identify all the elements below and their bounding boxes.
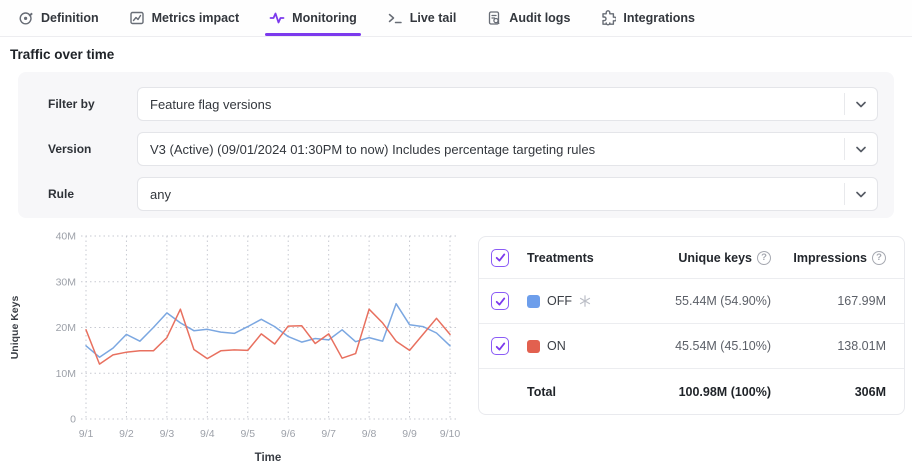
svg-text:40M: 40M [56,231,76,243]
treatment-label: ON [547,339,566,353]
svg-text:0: 0 [70,414,76,426]
tab-metrics-impact[interactable]: Metrics impact [129,0,240,36]
tab-label: Monitoring [292,11,357,25]
off-row-checkbox[interactable] [491,292,509,310]
treatment-row-off: OFF 55.44M (54.90%) 167.99M [479,279,904,324]
tab-label: Live tail [409,11,457,25]
off-impressions: 167.99M [837,294,886,308]
filter-panel: Filter by Feature flag versions Version … [18,72,894,218]
version-dropdown[interactable]: V3 (Active) (09/01/2024 01:30PM to now) … [137,132,878,166]
filter-by-row: Filter by Feature flag versions [48,87,878,121]
treatments-total-row: Total 100.98M (100%) 306M [479,369,904,414]
flag-definition-icon [18,10,34,26]
tab-bar: Definition Metrics impact Monitoring Liv… [0,0,912,37]
on-unique-keys: 45.54M (45.10%) [675,339,771,353]
off-color-swatch [527,294,540,308]
total-unique-keys: 100.98M (100%) [678,385,771,399]
on-row-checkbox[interactable] [491,337,509,355]
rule-dropdown[interactable]: any [137,177,878,211]
chevron-down-icon [844,183,877,205]
svg-text:9/6: 9/6 [281,428,296,440]
svg-text:10M: 10M [56,368,76,380]
svg-text:9/5: 9/5 [240,428,255,440]
tab-audit-logs[interactable]: Audit logs [486,0,570,36]
unique-keys-column-header: Unique keys [606,250,771,265]
version-value: V3 (Active) (09/01/2024 01:30PM to now) … [150,141,596,157]
svg-text:9/2: 9/2 [119,428,134,440]
help-icon[interactable] [872,250,886,265]
version-row: Version V3 (Active) (09/01/2024 01:30PM … [48,132,878,166]
tab-label: Metrics impact [151,11,240,25]
total-impressions: 306M [854,385,886,399]
tab-live-tail[interactable]: Live tail [387,0,457,36]
treatment-row-on: ON 45.54M (45.10%) 138.01M [479,324,904,369]
traffic-chart: 9/1 9/2 9/3 9/4 9/5 9/6 9/7 9/8 9/9 9/10 0 10M 20M 30… [4,226,470,470]
svg-text:30M: 30M [56,276,76,288]
tab-monitoring[interactable]: Monitoring [265,0,361,36]
svg-text:9/1: 9/1 [79,428,94,440]
tab-label: Integrations [623,11,695,25]
treatment-label: OFF [547,294,572,308]
terminal-icon [387,10,403,26]
help-icon[interactable] [757,250,771,265]
svg-text:9/3: 9/3 [160,428,175,440]
puzzle-icon [600,10,617,26]
rule-value: any [150,186,171,202]
svg-text:9/8: 9/8 [362,428,377,440]
page-title: Traffic over time [10,47,115,62]
chevron-down-icon [844,138,877,160]
filter-by-label: Filter by [48,97,95,111]
svg-text:Time: Time [255,452,282,464]
treatments-column-header: Treatments [527,250,594,265]
pulse-icon [269,10,285,26]
total-label: Total [527,385,556,399]
line-chart-canvas: 9/1 9/2 9/3 9/4 9/5 9/6 9/7 9/8 9/9 9/10 0 10M 20M 30… [9,231,461,465]
chevron-down-icon [844,93,877,115]
treatments-table: Treatments Unique keys Impressions OFF [478,236,905,415]
treatments-table-header: Treatments Unique keys Impressions [479,237,904,279]
filter-by-dropdown[interactable]: Feature flag versions [137,87,878,121]
audit-document-icon [486,10,502,26]
tab-integrations[interactable]: Integrations [600,0,695,36]
rule-label: Rule [48,187,75,201]
filter-by-value: Feature flag versions [150,96,272,112]
version-label: Version [48,142,92,156]
select-all-checkbox[interactable] [491,248,509,267]
metrics-chart-icon [129,10,145,26]
on-impressions: 138.01M [837,339,886,353]
snowflake-icon [579,295,591,307]
tab-definition[interactable]: Definition [18,0,99,36]
off-unique-keys: 55.44M (54.90%) [675,294,771,308]
svg-text:20M: 20M [56,322,76,334]
impressions-column-header: Impressions [771,250,886,265]
svg-text:Unique Keys: Unique Keys [9,296,21,360]
tab-label: Definition [41,11,99,25]
on-color-swatch [527,339,540,353]
on-treatment-cell: ON [527,339,606,353]
off-treatment-cell: OFF [527,294,606,308]
svg-text:9/4: 9/4 [200,428,215,440]
rule-row: Rule any [48,177,878,211]
svg-text:9/7: 9/7 [321,428,336,440]
svg-text:9/10: 9/10 [440,428,461,440]
svg-text:9/9: 9/9 [402,428,417,440]
tab-label: Audit logs [509,11,571,25]
